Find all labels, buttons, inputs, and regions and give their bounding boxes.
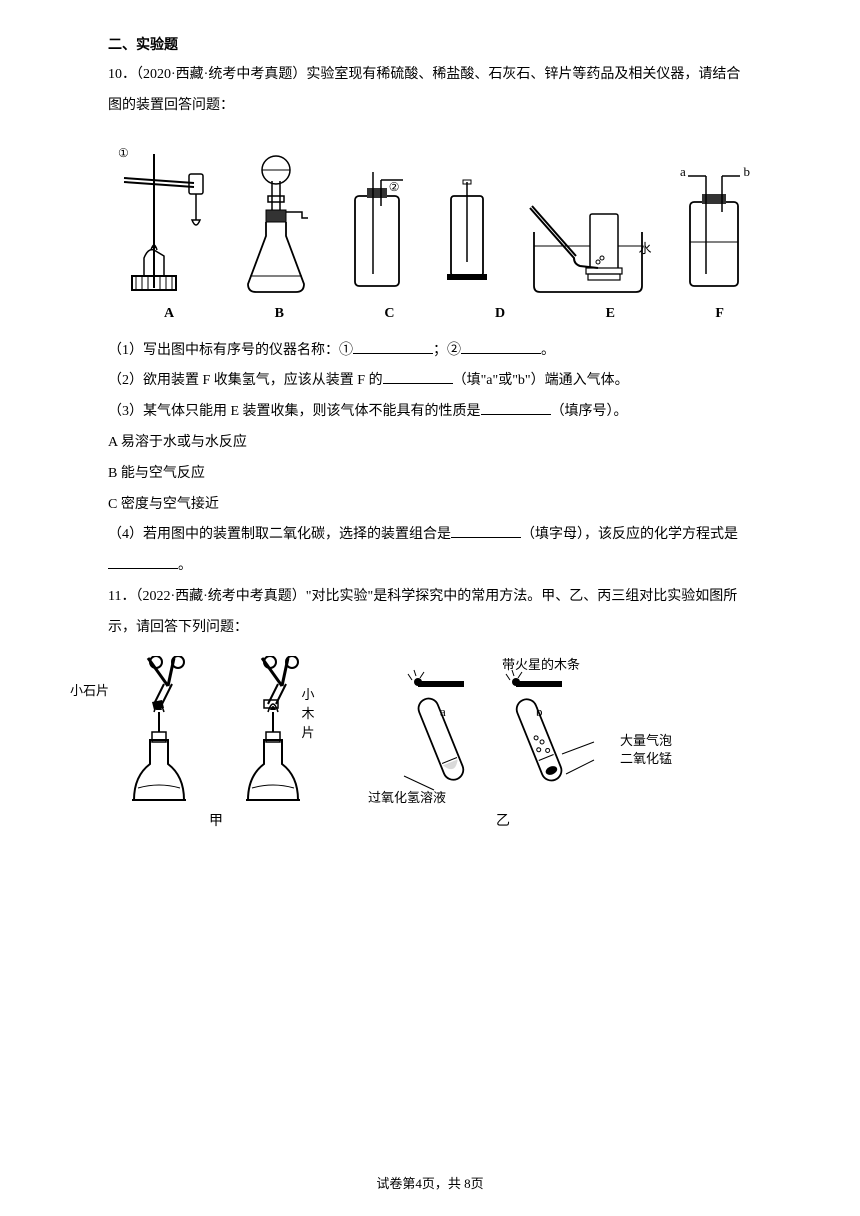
- q10-part3: （3）某气体只能用 E 装置收集，则该气体不能具有的性质是 （填序号）。: [108, 397, 752, 428]
- q10-part4: （4）若用图中的装置制取二氧化碳，选择的装置组合是 （填字母），该反应的化学方程式…: [108, 520, 752, 582]
- apparatus-e: 水: [528, 188, 648, 298]
- exp-yi: 带火星的木条 过氧化氢溶液 大量气泡 二氧化锰 a: [398, 666, 608, 830]
- yi-label: 乙: [398, 810, 608, 830]
- q10-p4-pre: （4）若用图中的装置制取二氧化碳，选择的装置组合是: [108, 527, 451, 542]
- apparatus-a: ①: [114, 148, 206, 298]
- q10-p2-mid: （填"a"或"b"）端通入气体。: [453, 373, 629, 388]
- q10-p3-end: （填序号）。: [551, 404, 628, 419]
- label-f: F: [715, 306, 724, 322]
- q10-intro: 10．（2020·西藏·统考中考真题）实验室现有稀硫酸、稀盐酸、石灰石、锌片等药…: [108, 60, 752, 122]
- q10-optA: A 易溶于水或与水反应: [108, 428, 752, 459]
- jia-label: 甲: [114, 810, 318, 830]
- exp-jia: 小石片 小木: [114, 656, 318, 830]
- apparatus-b: [240, 148, 312, 298]
- tube-b-letter: b: [536, 704, 543, 719]
- apparatus-row: ①: [108, 138, 752, 298]
- q11-intro: 11．（2022·西藏·统考中考真题）"对比实验"是科学探究中的常用方法。甲、乙…: [108, 582, 752, 644]
- q10-p1-end: 。: [541, 343, 555, 358]
- port-a-label: a: [680, 164, 686, 180]
- blank-4a: [451, 522, 521, 538]
- q10-p2-pre: （2）欲用装置 F 收集氢气，应该从装置 F 的: [108, 373, 383, 388]
- q10-p4-mid: （填字母），该反应的化学方程式是: [521, 527, 738, 542]
- experiment-row: 小石片 小木: [108, 656, 752, 830]
- q10-optB: B 能与空气反应: [108, 459, 752, 490]
- label-d: D: [495, 306, 505, 322]
- apparatus-c: ②: [347, 168, 407, 298]
- splint-label: 带火星的木条: [502, 654, 580, 673]
- stone-label: 小石片: [70, 680, 109, 699]
- label-a: A: [164, 306, 174, 322]
- apparatus-d: [441, 178, 493, 298]
- label-e: E: [606, 306, 615, 322]
- blank-2: [383, 368, 453, 384]
- circle-1-label: ①: [118, 146, 129, 161]
- q10-p3-pre: （3）某气体只能用 E 装置收集，则该气体不能具有的性质是: [108, 404, 481, 419]
- port-b-label: b: [743, 164, 750, 180]
- page-footer: 试卷第4页，共 8页: [0, 1173, 860, 1192]
- q10-optC: C 密度与空气接近: [108, 490, 752, 521]
- q10-part1: （1）写出图中标有序号的仪器名称：① ；② 。: [108, 336, 752, 367]
- h2o2-label: 过氧化氢溶液: [368, 787, 446, 806]
- wood-label: 小木片: [298, 684, 318, 741]
- q10-p4-end: 。: [178, 558, 192, 573]
- q10-p1-pre: （1）写出图中标有序号的仪器名称：①: [108, 343, 353, 358]
- circle-2-label: ②: [389, 180, 400, 195]
- section-title: 二、实验题: [108, 32, 752, 60]
- apparatus-labels: A B C D E F: [108, 306, 752, 322]
- apparatus-f: a b: [682, 168, 746, 298]
- q10-p1-mid: ；②: [433, 343, 461, 358]
- blank-1a: [353, 338, 433, 354]
- blank-4b: [108, 553, 178, 569]
- tube-a-letter: a: [440, 704, 446, 719]
- bubble-label: 大量气泡: [620, 730, 672, 749]
- label-b: B: [275, 306, 284, 322]
- blank-3: [481, 399, 551, 415]
- mno2-label: 二氧化锰: [620, 748, 672, 767]
- q10-part2: （2）欲用装置 F 收集氢气，应该从装置 F 的 （填"a"或"b"）端通入气体。: [108, 366, 752, 397]
- label-c: C: [384, 306, 394, 322]
- blank-1b: [461, 338, 541, 354]
- water-label: 水: [639, 238, 652, 257]
